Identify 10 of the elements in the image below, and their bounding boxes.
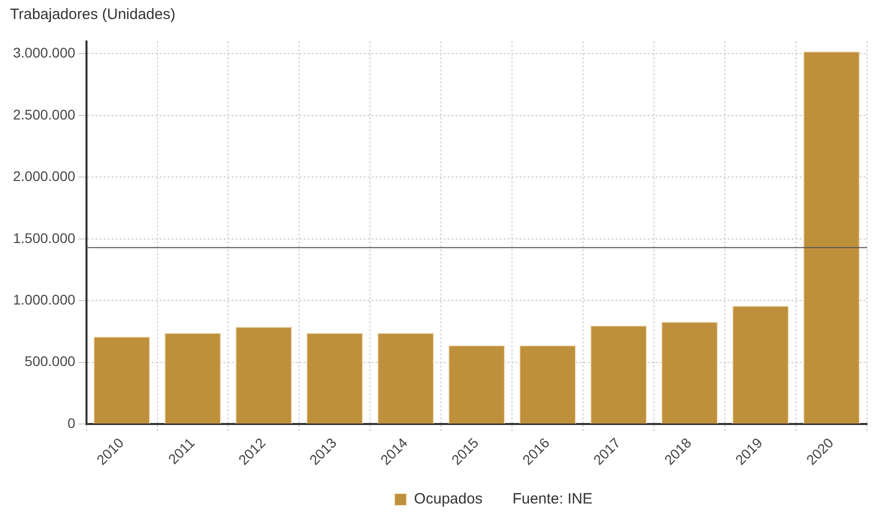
source-note: Fuente: INE [512,490,592,508]
y-tick-label: 1.000.000 [12,292,76,308]
y-axis-title: Trabajadores (Unidades) [10,6,176,23]
y-tick-label: 2.500.000 [12,106,76,122]
y-tick-label: 2.000.000 [12,168,76,184]
y-tick-label: 0 [67,414,76,431]
legend-label: Ocupados [414,490,482,508]
y-tick-label: 1.500.000 [12,230,76,246]
y-tick-label: 500.000 [24,353,76,370]
y-tick-label: 3.000.000 [12,44,76,61]
